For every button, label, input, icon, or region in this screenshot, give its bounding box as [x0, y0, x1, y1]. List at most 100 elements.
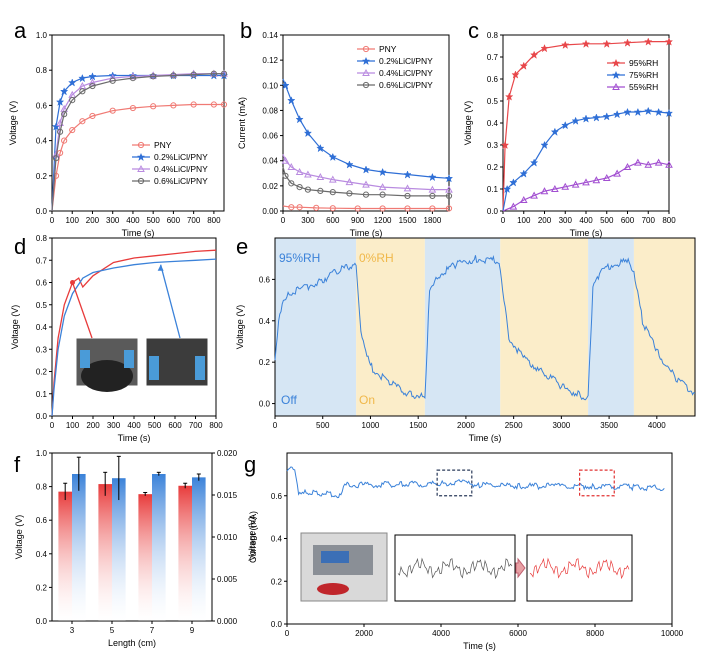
x-tick-label: 400	[579, 216, 593, 225]
y2-tick-label: 0.020	[217, 449, 238, 458]
data-point	[644, 37, 653, 46]
chart-panel-g: 0.0 0.2 0.4 0.6 0 2000 4000 6000 8000 10000 Time (…	[247, 452, 684, 651]
data-point	[361, 56, 371, 66]
x-tick-label: 1500	[409, 421, 427, 430]
zoom-box-red	[578, 469, 615, 497]
y2-tick-label: 0.010	[217, 533, 238, 542]
data-point	[61, 137, 68, 144]
data-point	[304, 170, 312, 178]
y-tick-label: 0.7	[487, 53, 499, 62]
data-point	[519, 61, 528, 70]
data-point	[210, 101, 217, 108]
bar-voltage	[98, 484, 112, 621]
data-point	[109, 107, 116, 114]
bar-voltage	[138, 494, 152, 621]
x-tick-label: 700	[642, 216, 656, 225]
x-tick-label: 600	[168, 421, 182, 430]
y-tick-label: 0.3	[36, 345, 48, 354]
arrow-blue	[160, 264, 181, 339]
data-point	[561, 182, 570, 190]
series-line-blue	[51, 258, 217, 417]
data-point	[429, 192, 436, 200]
series-line-voltage	[274, 255, 696, 401]
x-tick-label: 3500	[600, 421, 618, 430]
data-point	[404, 205, 411, 212]
x-tick-label: 1800	[424, 216, 442, 225]
inset-photo-1-object	[81, 360, 133, 392]
y-tick-label: 0.0	[36, 412, 48, 421]
data-point	[581, 39, 591, 48]
annotation-0rh: 0%RH	[359, 251, 394, 265]
inset-sample	[317, 583, 349, 595]
data-point	[362, 68, 370, 76]
data-point	[519, 169, 528, 178]
y-tick-label: 0.5	[487, 97, 499, 106]
data-point	[329, 189, 336, 196]
data-point	[169, 70, 178, 78]
series-line-0.6%LiCl/PNY	[51, 73, 224, 212]
data-point	[664, 108, 674, 118]
data-point	[295, 115, 304, 124]
data-point	[502, 184, 512, 194]
data-point	[634, 158, 642, 166]
arrow-icon	[515, 557, 526, 579]
data-point	[296, 184, 303, 191]
data-point	[403, 170, 412, 179]
data-point	[170, 102, 177, 109]
data-point	[129, 75, 137, 82]
y-tick-label: 0.06	[262, 132, 278, 141]
data-point	[288, 180, 295, 187]
y-tick-label: 0.3	[487, 141, 499, 150]
panel-label-b: b	[240, 18, 252, 43]
x-tick-label: 0	[501, 216, 506, 225]
data-point	[137, 164, 145, 172]
chart-panel-b: 0.00 0.02 0.04 0.06 0.08 0.10 0.12 0.14 0 300 600 9…	[237, 31, 454, 238]
data-point	[362, 45, 370, 53]
data-point	[529, 158, 539, 167]
data-point	[362, 180, 370, 188]
y-tick-label: 0.6	[36, 516, 48, 525]
data-point	[623, 38, 632, 47]
data-point	[592, 113, 601, 122]
data-point	[190, 71, 197, 78]
x-tick-label: 200	[86, 421, 100, 430]
y-tick-label: 0.6	[36, 101, 48, 110]
arrow-red-head	[70, 280, 75, 285]
x-tick-label: 100	[66, 421, 80, 430]
x-tick-label: 600	[167, 216, 181, 225]
data-point	[137, 177, 145, 185]
x-tick-label: 400	[126, 216, 140, 225]
plot-frame	[51, 34, 225, 212]
y-axis-label: Voltage (V)	[247, 516, 257, 561]
data-point	[189, 69, 198, 77]
data-point	[428, 185, 437, 193]
data-point	[445, 205, 453, 212]
y-tick-label: 0.0	[259, 400, 271, 409]
data-point	[304, 186, 311, 193]
bar-voltage	[58, 491, 72, 621]
data-point	[89, 82, 96, 90]
x-tick-label: 0	[285, 629, 290, 638]
x-tick-label: 9	[190, 626, 195, 635]
data-point	[623, 162, 632, 170]
legend-label: 0.4%LiCl/PNY	[154, 164, 208, 174]
x-tick-label: 300	[107, 421, 121, 430]
data-point	[561, 40, 570, 50]
data-point	[362, 191, 370, 198]
data-point	[611, 58, 621, 68]
data-point	[287, 162, 296, 170]
chart-panel-d: 0.0 0.1 0.2 0.3 0.4 0.5 0.6 0.7 0.8 0 100 200 300 400…	[10, 234, 223, 443]
zoom-inset-red-trace	[529, 557, 630, 580]
data-point	[519, 195, 528, 203]
data-point	[582, 178, 590, 186]
bar-current	[72, 474, 86, 621]
band-on	[500, 238, 589, 416]
arrow-red	[71, 282, 93, 339]
data-point	[505, 92, 514, 101]
x-tick-label: 3000	[552, 421, 570, 430]
y-tick-label: 0.8	[487, 31, 499, 40]
data-point	[287, 96, 296, 105]
x-axis-label: Time (s)	[570, 228, 603, 238]
data-point	[581, 114, 591, 123]
x-tick-label: 1500	[399, 216, 417, 225]
